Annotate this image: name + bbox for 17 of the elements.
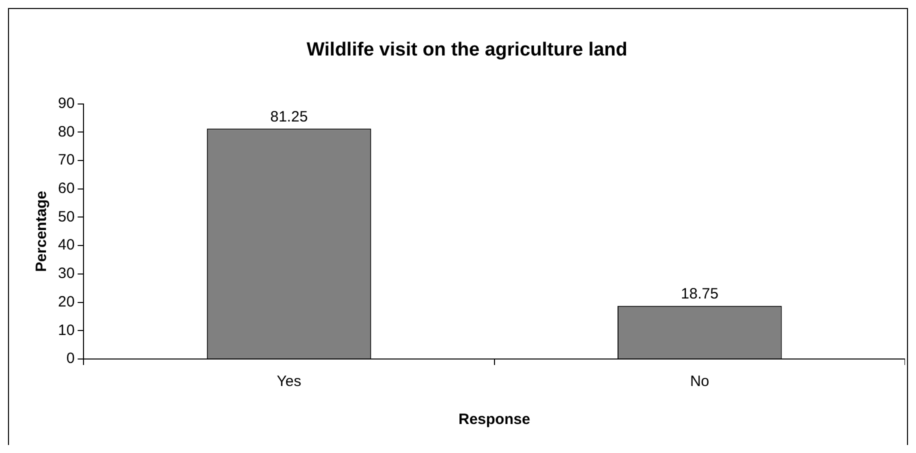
y-tick-label: 90 <box>58 94 75 112</box>
y-tick-label: 30 <box>58 265 75 282</box>
y-tick-label: 80 <box>58 123 75 140</box>
data-label: 81.25 <box>270 108 308 126</box>
y-tick-label: 50 <box>58 208 75 226</box>
y-tick-label: 60 <box>58 180 75 198</box>
x-tick-label: No <box>690 373 710 390</box>
x-tick-label: Yes <box>276 373 302 390</box>
y-tick-label: 20 <box>58 293 75 310</box>
x-axis-title: Response <box>458 411 530 428</box>
y-tick-label: 40 <box>58 236 75 254</box>
chart-title: Wildlife visit on the agriculture land <box>306 40 628 61</box>
y-axis-title: Percentage <box>33 190 50 272</box>
y-tick-label: 10 <box>58 322 75 339</box>
y-tick-label: 0 <box>66 350 75 368</box>
data-label: 18.75 <box>680 285 718 302</box>
y-tick-label: 70 <box>58 152 75 169</box>
